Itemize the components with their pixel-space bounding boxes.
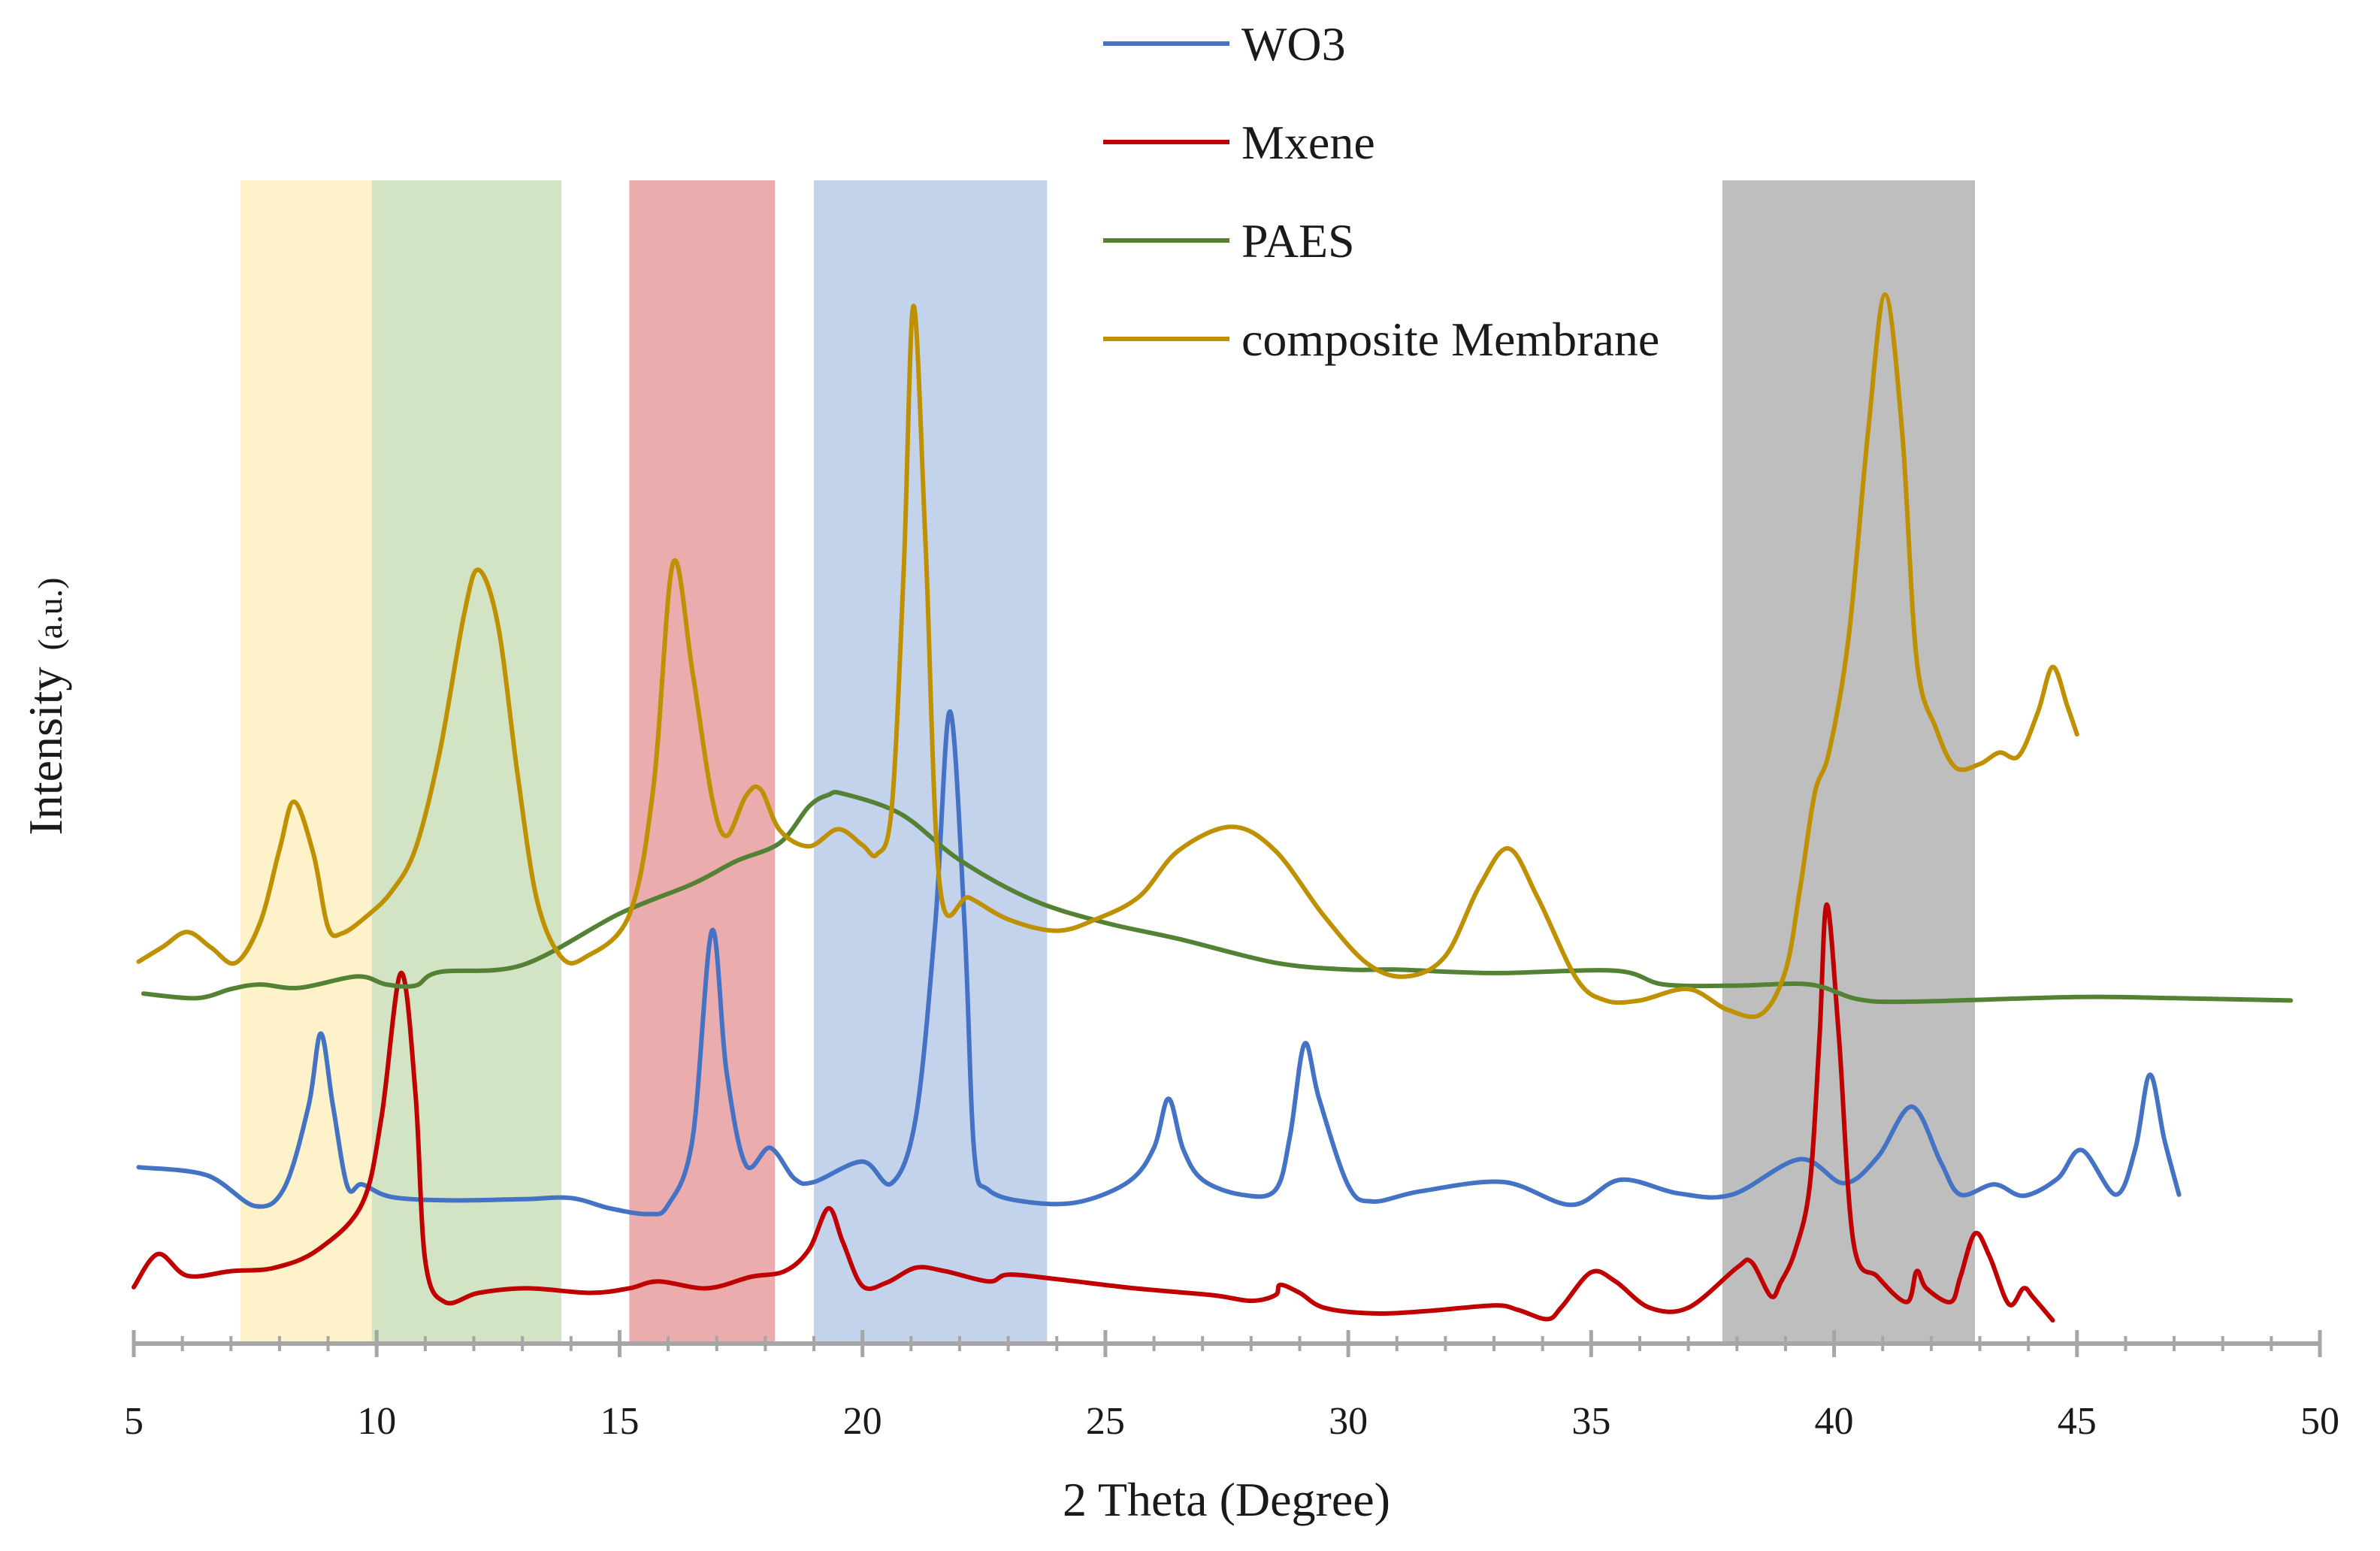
x-tick-label: 45 [2058,1400,2097,1443]
x-tick-label: 20 [843,1400,882,1443]
legend: WO3 Mxene PAES composite Membrane [1103,17,1659,366]
highlight-band-2 [371,180,561,1344]
x-tick-label: 10 [357,1400,396,1443]
y-axis-title-main: Intensity [19,667,72,836]
legend-label-wo3: WO3 [1241,17,1346,71]
x-tick-label: 50 [2300,1400,2339,1443]
x-tick-label: 25 [1086,1400,1125,1443]
y-axis-title-unit: (a.u.) [31,577,69,650]
x-tick-label: 15 [600,1400,639,1443]
legend-label-mxene: Mxene [1241,116,1375,169]
x-tick-label: 5 [124,1400,144,1443]
series-line-wo3 [136,709,2182,1217]
series-line-mxene [132,902,2055,1323]
series-line-paes [141,790,2294,1005]
svg-text:Intensity (a.u.): Intensity (a.u.) [19,577,72,835]
legend-label-paes: PAES [1241,214,1355,268]
highlight-bands [240,180,1976,1344]
x-tick-label: 35 [1571,1400,1610,1443]
highlight-band-4 [814,180,1048,1344]
x-axis: 5 10 15 20 25 30 35 40 45 50 [124,1330,2339,1443]
highlight-band-3 [629,180,776,1344]
x-axis-ticks: 5 10 15 20 25 30 35 40 45 50 [124,1330,2339,1443]
series-lines [132,292,2294,1323]
x-axis-title: 2 Theta (Degree) [1063,1473,1390,1526]
series-line-composite-membrane [136,292,2079,1020]
x-tick-label: 40 [1815,1400,1854,1443]
highlight-band-1 [240,180,372,1344]
x-tick-label: 30 [1329,1400,1368,1443]
y-axis-title: Intensity (a.u.) [19,577,72,835]
legend-label-composite-membrane: composite Membrane [1241,313,1659,366]
